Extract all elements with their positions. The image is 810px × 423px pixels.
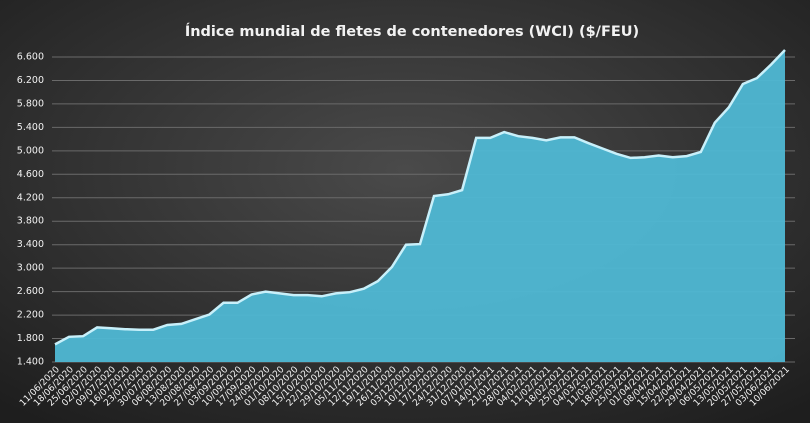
y-tick-label: 2.200 [17, 310, 44, 321]
y-tick-label: 3.800 [17, 216, 44, 227]
y-tick-label: 6.600 [17, 52, 44, 63]
y-tick-label: 1.400 [17, 357, 44, 368]
y-tick-label: 6.200 [17, 75, 44, 86]
y-tick-label: 1.800 [17, 333, 44, 344]
y-tick-label: 3.400 [17, 239, 44, 250]
chart-title: Índice mundial de fletes de contenedores… [185, 23, 639, 40]
y-tick-label: 5.800 [17, 98, 44, 109]
y-tick-label: 5.000 [17, 145, 44, 156]
y-tick-label: 4.200 [17, 192, 44, 203]
y-tick-label: 5.400 [17, 122, 44, 133]
y-tick-label: 3.000 [17, 263, 44, 274]
area [55, 50, 785, 362]
y-tick-label: 2.600 [17, 286, 44, 297]
area-edge [54, 49, 786, 346]
y-tick-label: 4.600 [17, 169, 44, 180]
